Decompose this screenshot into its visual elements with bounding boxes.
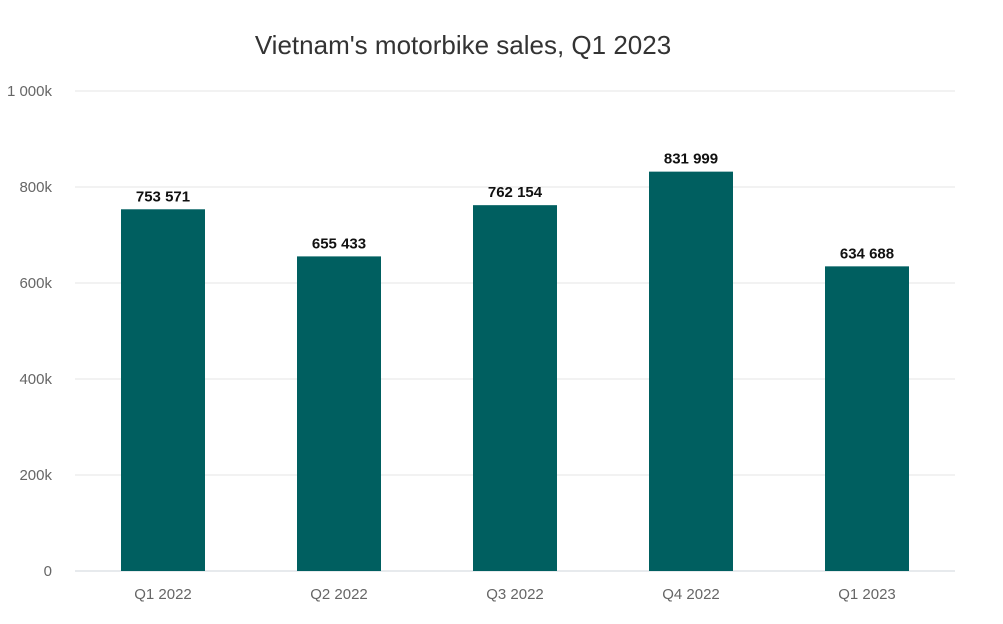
data-label: 634 688	[840, 245, 894, 262]
bar	[825, 266, 909, 571]
y-tick-label: 600k	[19, 275, 52, 292]
y-tick-label: 1 000k	[7, 83, 53, 100]
chart-title: Vietnam's motorbike sales, Q1 2023	[254, 30, 672, 60]
data-label: 753 571	[136, 188, 190, 205]
data-label: 831 999	[664, 151, 718, 168]
y-tick-label: 0	[44, 563, 52, 580]
x-tick-label: Q1 2023	[838, 586, 896, 603]
data-label: 762 154	[488, 184, 543, 201]
y-tick-label: 400k	[19, 371, 52, 388]
bar	[297, 256, 381, 571]
x-axis-ticks: Q1 2022 Q2 2022 Q3 2022 Q4 2022 Q1 2023	[134, 586, 896, 603]
x-tick-label: Q3 2022	[486, 586, 544, 603]
data-labels: 753 571 655 433 762 154 831 999 634 688	[136, 151, 894, 263]
x-tick-label: Q1 2022	[134, 586, 192, 603]
bars	[121, 171, 909, 571]
y-tick-label: 800k	[19, 179, 52, 196]
y-axis-ticks: 0 200k 400k 600k 800k 1 000k	[7, 83, 53, 580]
y-tick-label: 200k	[19, 467, 52, 484]
bar	[649, 171, 733, 571]
bar	[121, 209, 205, 571]
bar	[473, 205, 557, 571]
data-label: 655 433	[312, 235, 366, 252]
x-tick-label: Q2 2022	[310, 586, 368, 603]
x-tick-label: Q4 2022	[662, 586, 720, 603]
